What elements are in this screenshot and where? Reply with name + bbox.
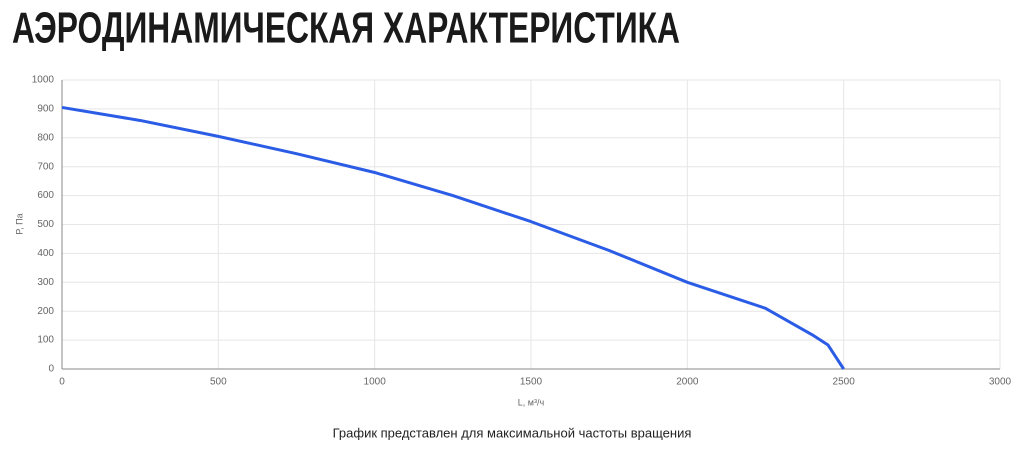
y-tick-label: 600	[37, 190, 54, 201]
y-tick-label: 800	[37, 132, 54, 143]
chart-note: График представлен для максимальной част…	[333, 425, 692, 440]
x-tick-label: 1000	[364, 377, 387, 388]
y-tick-label: 900	[37, 104, 54, 115]
y-tick-label: 300	[37, 277, 54, 288]
y-axis-label: P, Па	[14, 213, 24, 234]
x-tick-label: 500	[210, 377, 227, 388]
y-tick-label: 0	[48, 364, 54, 375]
x-tick-label: 2000	[676, 377, 699, 388]
y-tick-label: 500	[37, 219, 54, 230]
y-tick-label: 400	[37, 248, 54, 259]
y-tick-label: 700	[37, 161, 54, 172]
x-tick-label: 2500	[833, 377, 856, 388]
y-tick-label: 100	[37, 335, 54, 346]
line	[61, 105, 845, 370]
y-tick-label: 200	[37, 306, 54, 317]
y-tick-label: 1000	[32, 75, 55, 86]
x-tick-label: 0	[59, 377, 65, 388]
x-tick-label: 3000	[989, 377, 1012, 388]
x-tick-label: 1500	[520, 377, 543, 388]
x-axis-label: L, м³/ч	[518, 397, 545, 407]
chart-title: АЭРОДИНАМИЧЕСКАЯ ХАРАКТЕРИСТИКА	[12, 4, 680, 53]
